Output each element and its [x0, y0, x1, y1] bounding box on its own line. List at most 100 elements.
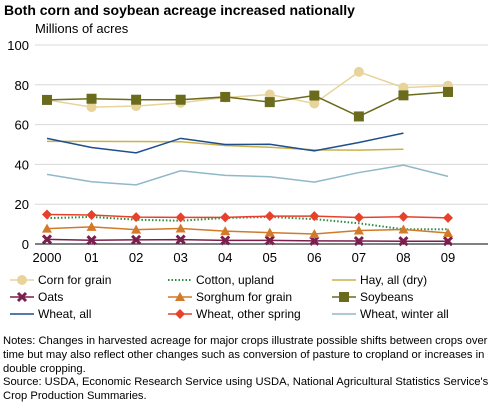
x-tick-label: 08 — [396, 250, 410, 265]
data-point-corn-for-grain — [264, 89, 275, 100]
marker-stroke — [16, 291, 28, 303]
x-tick-label: 2000 — [33, 250, 62, 265]
data-point-sorghum-for-grain — [42, 223, 52, 233]
data-point-wheat-other-spring — [398, 211, 409, 222]
series-line-soybeans — [46, 91, 449, 118]
marker-stroke — [41, 234, 53, 245]
x-tick-label: 04 — [218, 250, 232, 265]
legend-swatch — [10, 291, 34, 303]
chart-notes: Notes: Changes in harvested acreage for … — [3, 335, 488, 375]
legend-label: Cotton, upland — [196, 273, 275, 287]
data-point-corn-for-grain — [398, 82, 409, 93]
series-line-hay-all-dry — [47, 140, 404, 151]
chart-title: Both corn and soybean acreage increased … — [4, 2, 355, 18]
legend-marker — [16, 291, 28, 303]
data-point-oats — [442, 236, 454, 247]
data-point-wheat-other-spring — [131, 212, 142, 223]
marker-stroke — [131, 234, 142, 245]
data-point-soybeans — [131, 94, 142, 105]
data-point-soybeans — [264, 97, 275, 108]
marker-stroke — [264, 235, 275, 246]
data-point-corn-for-grain — [86, 102, 97, 113]
data-point-wheat-other-spring — [175, 212, 186, 223]
data-point-sorghum-for-grain — [131, 224, 142, 234]
data-point-oats — [175, 234, 186, 245]
marker-stroke — [86, 235, 97, 246]
gridlines — [35, 44, 488, 205]
data-point-wheat-other-spring — [353, 212, 364, 223]
legend-marker — [339, 292, 349, 302]
data-point-corn-for-grain — [353, 66, 364, 77]
data-point-soybeans — [86, 93, 97, 104]
data-point-wheat-other-spring — [220, 212, 231, 223]
series-lines — [46, 71, 449, 242]
legend-swatch — [10, 313, 34, 315]
data-point-sorghum-for-grain — [309, 229, 320, 239]
data-point-soybeans — [175, 94, 186, 105]
marker-stroke — [220, 235, 231, 246]
series-line-wheat-other-spring — [46, 213, 449, 219]
legend-swatch — [332, 313, 356, 315]
marker-stroke — [442, 236, 454, 247]
data-point-wheat-other-spring — [309, 211, 320, 222]
series-line-oats — [46, 238, 448, 242]
data-point-sorghum-for-grain — [443, 228, 453, 238]
data-point-wheat-other-spring — [264, 211, 275, 222]
data-point-oats — [353, 235, 364, 247]
legend-swatch — [168, 292, 192, 301]
y-tick-label: 40 — [15, 157, 29, 172]
series-markers — [41, 66, 454, 247]
marker-stroke — [309, 235, 320, 246]
legend-marker — [17, 275, 27, 285]
data-point-soybeans — [42, 94, 52, 105]
x-tick-label: 01 — [84, 250, 98, 265]
x-tick-label: 03 — [173, 250, 187, 265]
data-point-oats — [86, 235, 97, 246]
data-point-soybeans — [220, 91, 231, 102]
data-point-wheat-other-spring — [86, 209, 97, 220]
series-line-wheat-all — [46, 132, 404, 154]
legend-label: Wheat, other spring — [196, 307, 301, 321]
x-tick-label: 06 — [307, 250, 321, 265]
series-line-sorghum-for-grain — [46, 226, 449, 235]
data-point-soybeans — [443, 86, 453, 97]
y-tick-label: 80 — [15, 78, 29, 93]
y-tick-label: 100 — [7, 38, 29, 53]
legend-swatch — [168, 309, 192, 319]
data-point-oats — [41, 234, 53, 245]
data-point-sorghum-for-grain — [220, 226, 231, 236]
chart-legend: Corn for grain Cotton, upland Hay, all (dr… — [8, 273, 500, 321]
marker-stroke — [175, 234, 186, 245]
legend-marker — [175, 292, 185, 301]
y-tick-label: 0 — [22, 237, 29, 252]
legend-swatch — [168, 279, 192, 281]
line-chart: Millions of acres 0 20 40 60 80 100 2000 01 02 03 0… — [7, 21, 488, 265]
chart-source: Source: USDA, Economic Research Service … — [3, 376, 489, 402]
x-tick-label: 09 — [441, 250, 455, 265]
x-tick-label: 07 — [352, 250, 366, 265]
data-point-sorghum-for-grain — [264, 227, 275, 237]
data-point-wheat-other-spring — [42, 209, 52, 220]
legend-swatch — [332, 292, 356, 302]
data-point-corn-for-grain — [309, 98, 320, 109]
tick-labels: Millions of acres 0 20 40 60 80 100 2000 01 02 03 0… — [7, 21, 455, 265]
y-tick-label: 60 — [15, 118, 29, 133]
data-point-oats — [220, 235, 231, 246]
data-point-oats — [398, 236, 409, 247]
legend-label: Wheat, all — [38, 307, 92, 321]
data-point-sorghum-for-grain — [175, 223, 186, 233]
series-line-corn-for-grain — [46, 71, 449, 108]
data-point-soybeans — [309, 90, 320, 101]
data-point-oats — [264, 235, 275, 246]
legend-swatch — [10, 275, 34, 285]
y-axis-label: Millions of acres — [35, 21, 129, 36]
legend-label: Wheat, winter all — [360, 307, 449, 321]
legend-label: Sorghum for grain — [196, 290, 293, 304]
legend-marker — [175, 309, 185, 319]
legend-label: Soybeans — [360, 290, 414, 304]
legend-label: Corn for grain — [38, 273, 112, 287]
data-point-oats — [131, 234, 142, 245]
marker-stroke — [398, 236, 409, 247]
data-point-soybeans — [353, 111, 364, 122]
marker-stroke — [353, 235, 364, 247]
